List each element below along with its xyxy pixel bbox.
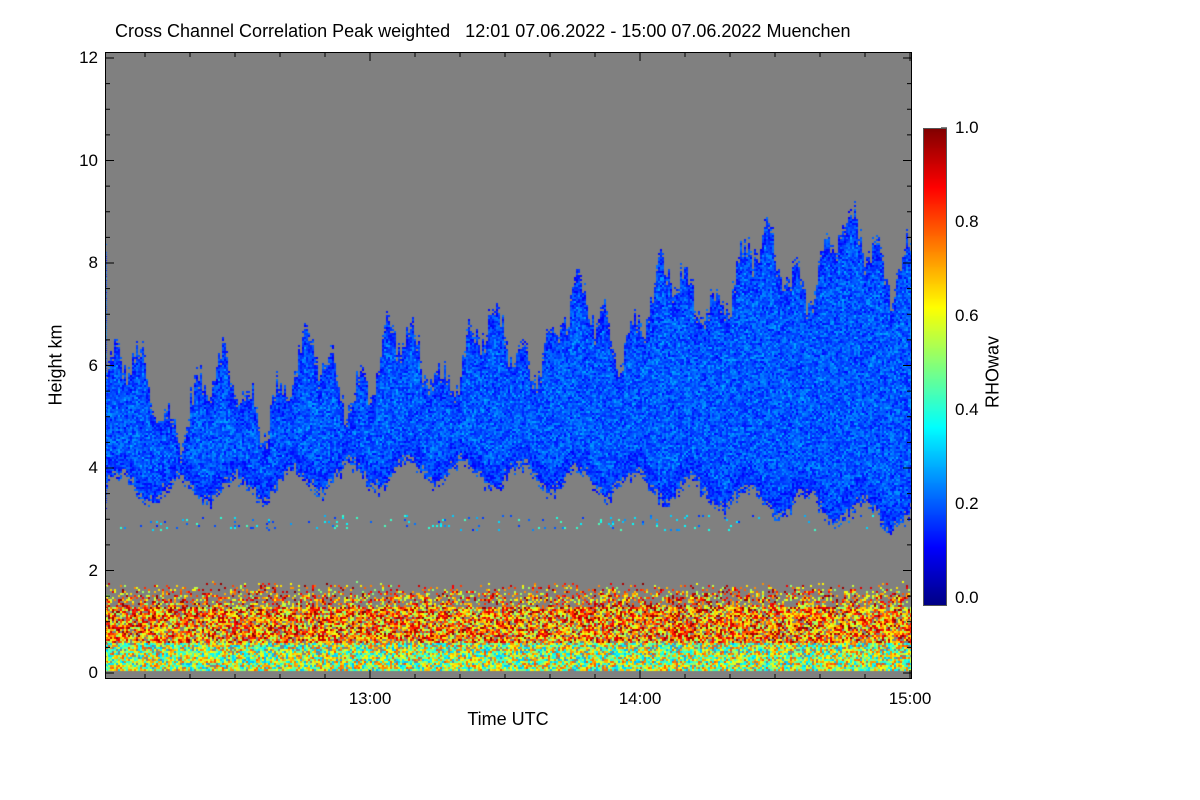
- y-axis-title: Height km: [45, 324, 66, 406]
- x-tick-label: 15:00: [888, 689, 932, 708]
- y-tick-label: 4: [88, 458, 98, 477]
- y-tick-label: 2: [88, 560, 98, 580]
- y-tick-label: 8: [88, 253, 98, 272]
- x-tick-label: 14:00: [618, 689, 662, 708]
- colorbar-tick-label: 0.0: [955, 588, 979, 607]
- y-tick-label: 6: [88, 355, 98, 375]
- colorbar-tick-label: 0.6: [955, 306, 979, 325]
- colorbar-tick-label: 0.2: [955, 494, 979, 513]
- y-tick-label: 0: [88, 663, 98, 682]
- y-tick-label: 10: [79, 150, 98, 170]
- colorbar-tick-label: 1.0: [955, 118, 979, 137]
- heatmap-canvas: [106, 53, 911, 678]
- colorbar-title: RHOwav: [982, 335, 1003, 409]
- chart-title: Cross Channel Correlation Peak weighted …: [115, 21, 851, 41]
- x-tick-label: 13:00: [348, 689, 392, 708]
- colorbar-tick-label: 0.8: [955, 212, 979, 231]
- colorbar-tick-label: 0.4: [955, 400, 979, 419]
- colorbar: [923, 128, 947, 606]
- x-axis-title: Time UTC: [467, 709, 549, 729]
- y-tick-label: 12: [79, 48, 98, 67]
